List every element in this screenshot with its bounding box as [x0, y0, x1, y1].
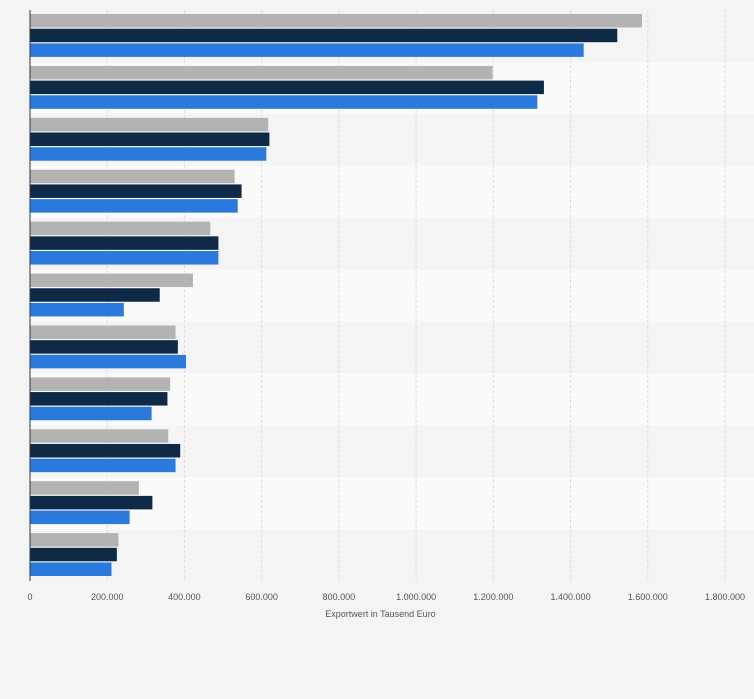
x-tick-labels: 0 200.000 400.000 600.000 800.000 1.000.000 1.…: [27, 592, 745, 602]
bar: [30, 458, 176, 473]
bar: [30, 533, 119, 547]
bar: [30, 392, 168, 406]
x-tick-label: 1.800.000: [705, 592, 745, 602]
bar: [30, 14, 642, 28]
bar: [30, 562, 112, 576]
bar: [30, 302, 124, 317]
bar: [30, 251, 219, 265]
bar: [30, 481, 139, 495]
bar: [30, 354, 186, 369]
bar: [30, 443, 181, 458]
x-tick-label: 600.000: [245, 592, 278, 602]
bar: [30, 28, 618, 43]
bar: [30, 495, 153, 510]
x-tick-label: 1.000.000: [396, 592, 436, 602]
x-tick-label: 1.600.000: [628, 592, 668, 602]
bar: [30, 199, 238, 213]
bar: [30, 221, 211, 236]
bar: [30, 547, 117, 562]
bar: [30, 236, 219, 250]
bar: [30, 117, 269, 132]
x-axis-title: Exportwert in Tausend Euro: [325, 609, 435, 619]
x-tick-label: 1.200.000: [473, 592, 513, 602]
bar: [30, 147, 267, 161]
bar: [30, 169, 235, 184]
bar: [30, 273, 193, 288]
bar: [30, 95, 538, 109]
x-tick-label: 400.000: [168, 592, 201, 602]
bar: [30, 340, 178, 354]
bar: [30, 429, 169, 443]
bar: [30, 65, 493, 80]
x-tick-label: 800.000: [323, 592, 356, 602]
bar: [30, 80, 544, 95]
x-tick-label: 0: [27, 592, 32, 602]
x-tick-label: 1.400.000: [551, 592, 591, 602]
bar: [30, 377, 171, 391]
bars: [30, 14, 642, 576]
bar: [30, 510, 130, 525]
bar: [30, 184, 242, 198]
bar: [30, 288, 160, 302]
bar: [30, 325, 176, 339]
bar: [30, 43, 584, 57]
bar: [30, 406, 152, 421]
x-tick-label: 200.000: [91, 592, 124, 602]
bar: [30, 132, 270, 147]
category-band: [30, 529, 754, 581]
